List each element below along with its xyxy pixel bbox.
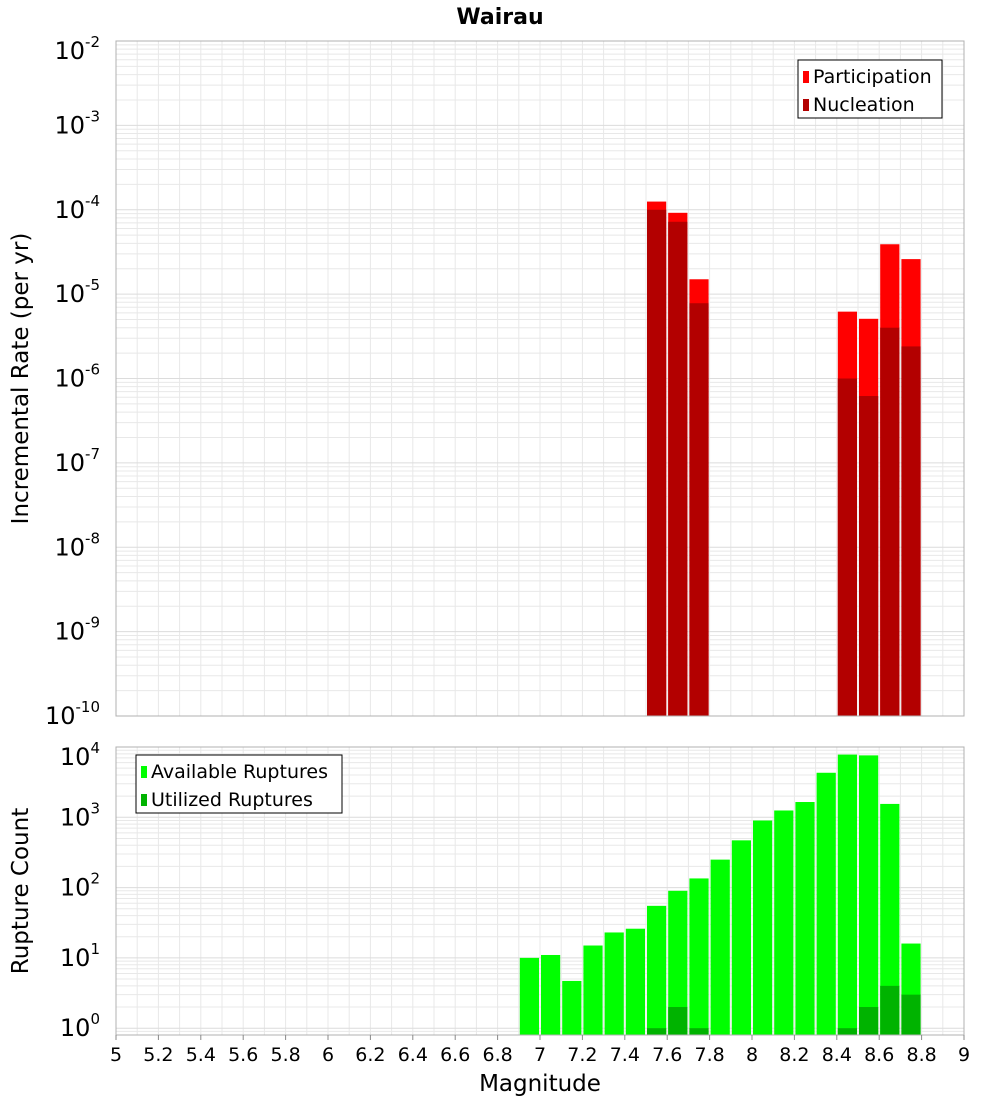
legend: Available Ruptures Utilized Ruptures [135, 754, 343, 814]
y-tick-label: 10-10 [45, 698, 100, 730]
legend-entry: Available Ruptures [151, 761, 328, 783]
bar-nucleation [859, 396, 879, 716]
x-tick-label: 9 [958, 1044, 970, 1066]
x-tick-label: 7.2 [567, 1044, 597, 1066]
x-tick-label: 5.6 [228, 1044, 258, 1066]
bar-nucleation [901, 346, 921, 716]
bar-available-ruptures [604, 932, 624, 1035]
bar-nucleation [668, 221, 688, 716]
bar-utilized-ruptures [668, 1007, 688, 1035]
bar-available-ruptures [541, 954, 561, 1035]
x-tick-label: 7.8 [694, 1044, 724, 1066]
y-tick-label: 10-3 [54, 107, 100, 139]
bar-available-ruptures [519, 957, 539, 1035]
plot-frame [115, 40, 965, 717]
y-axis-label: Incremental Rate (per yr) [8, 233, 34, 525]
y-tick-label: 101 [60, 940, 100, 972]
y-tick-label: 10-8 [54, 529, 100, 561]
bar-utilized-ruptures [859, 1007, 879, 1035]
y-tick-label: 10-9 [54, 614, 100, 646]
legend-entry: Participation [813, 66, 932, 88]
y-tick-labels: 100 101 102 103 104 [60, 739, 100, 1042]
series-utilized-ruptures [647, 985, 921, 1035]
series-nucleation [647, 209, 921, 716]
bar-available-ruptures [625, 928, 645, 1035]
y-tick-label: 10-7 [54, 445, 100, 477]
bar-available-ruptures [710, 859, 730, 1035]
bar-utilized-ruptures [689, 1028, 709, 1035]
legend-box [135, 754, 343, 814]
legend-box [797, 59, 943, 119]
y-tick-labels: 10-10 10-9 10-8 10-7 10-6 10-5 10-4 10-3 10-2 [45, 33, 100, 730]
grid-lines [115, 40, 965, 717]
legend-entry: Nucleation [813, 94, 915, 116]
x-tick-label: 6.6 [440, 1044, 470, 1066]
x-axis-label: Magnitude [479, 1071, 601, 1097]
y-axis-label: Rupture Count [8, 808, 34, 974]
y-tick-label: 104 [60, 739, 100, 771]
x-tick-label: 6.8 [482, 1044, 512, 1066]
bar-available-ruptures [689, 878, 709, 1035]
bar-available-ruptures [837, 754, 857, 1035]
bar-available-ruptures [668, 890, 688, 1035]
x-tick-label: 6.2 [355, 1044, 385, 1066]
bar-available-ruptures [647, 905, 667, 1035]
bar-available-ruptures [562, 980, 582, 1035]
x-tick-label: 7.6 [652, 1044, 682, 1066]
x-tick-label: 8 [746, 1044, 758, 1066]
y-tick-label: 10-6 [54, 361, 100, 393]
bar-available-ruptures [880, 803, 900, 1035]
x-tick-label: 5.4 [186, 1044, 216, 1066]
legend-swatch [803, 71, 809, 83]
x-tick-label: 6 [322, 1044, 334, 1066]
bar-nucleation [837, 378, 857, 716]
x-tick-label: 8.2 [779, 1044, 809, 1066]
x-tick-label: 8.6 [864, 1044, 894, 1066]
bar-available-ruptures [774, 810, 794, 1035]
bar-available-ruptures [583, 945, 603, 1035]
bar-available-ruptures [816, 772, 836, 1035]
y-tick-label: 10-5 [54, 276, 100, 308]
chart-title: Wairau [456, 5, 543, 30]
bar-nucleation [689, 303, 709, 716]
bar-utilized-ruptures [880, 985, 900, 1035]
bar-available-ruptures [859, 755, 879, 1035]
bar-available-ruptures [753, 820, 773, 1035]
x-tick-label: 5 [110, 1044, 122, 1066]
rupture-count-panel: 100 101 102 103 104 Rupture Count Available Ru… [8, 739, 965, 1042]
x-tick-label: 5.2 [143, 1044, 173, 1066]
bar-available-ruptures [795, 802, 815, 1035]
bar-utilized-ruptures [837, 1028, 857, 1035]
y-tick-label: 100 [60, 1010, 100, 1042]
legend-entry: Utilized Ruptures [151, 789, 313, 811]
bar-utilized-ruptures [647, 1028, 667, 1035]
y-tick-label: 10-2 [54, 33, 100, 65]
bar-nucleation [880, 327, 900, 716]
x-tick-label: 8.8 [906, 1044, 936, 1066]
bar-nucleation [647, 209, 667, 716]
y-tick-label: 10-4 [54, 192, 100, 224]
bar-utilized-ruptures [901, 994, 921, 1035]
series-available-ruptures [519, 754, 921, 1035]
rate-panel: 10-10 10-9 10-8 10-7 10-6 10-5 10-4 10-3 10-2 Inc… [8, 33, 965, 730]
x-tick-label: 7.4 [610, 1044, 640, 1066]
legend-swatch [803, 99, 809, 111]
x-tick-label: 7 [534, 1044, 546, 1066]
x-axis: 5 5.2 5.4 5.6 5.8 6 6.2 6.4 6.6 6.8 7 7.2 7.4 7.6 7.8 8… [110, 1035, 970, 1097]
y-tick-label: 102 [60, 870, 100, 902]
legend: Participation Nucleation [797, 59, 943, 119]
x-tick-label: 6.4 [398, 1044, 428, 1066]
y-tick-label: 103 [60, 799, 100, 831]
legend-swatch [141, 794, 147, 806]
x-tick-label: 5.8 [270, 1044, 300, 1066]
bar-available-ruptures [731, 840, 751, 1035]
x-tick-label: 8.4 [822, 1044, 852, 1066]
legend-swatch [141, 766, 147, 778]
